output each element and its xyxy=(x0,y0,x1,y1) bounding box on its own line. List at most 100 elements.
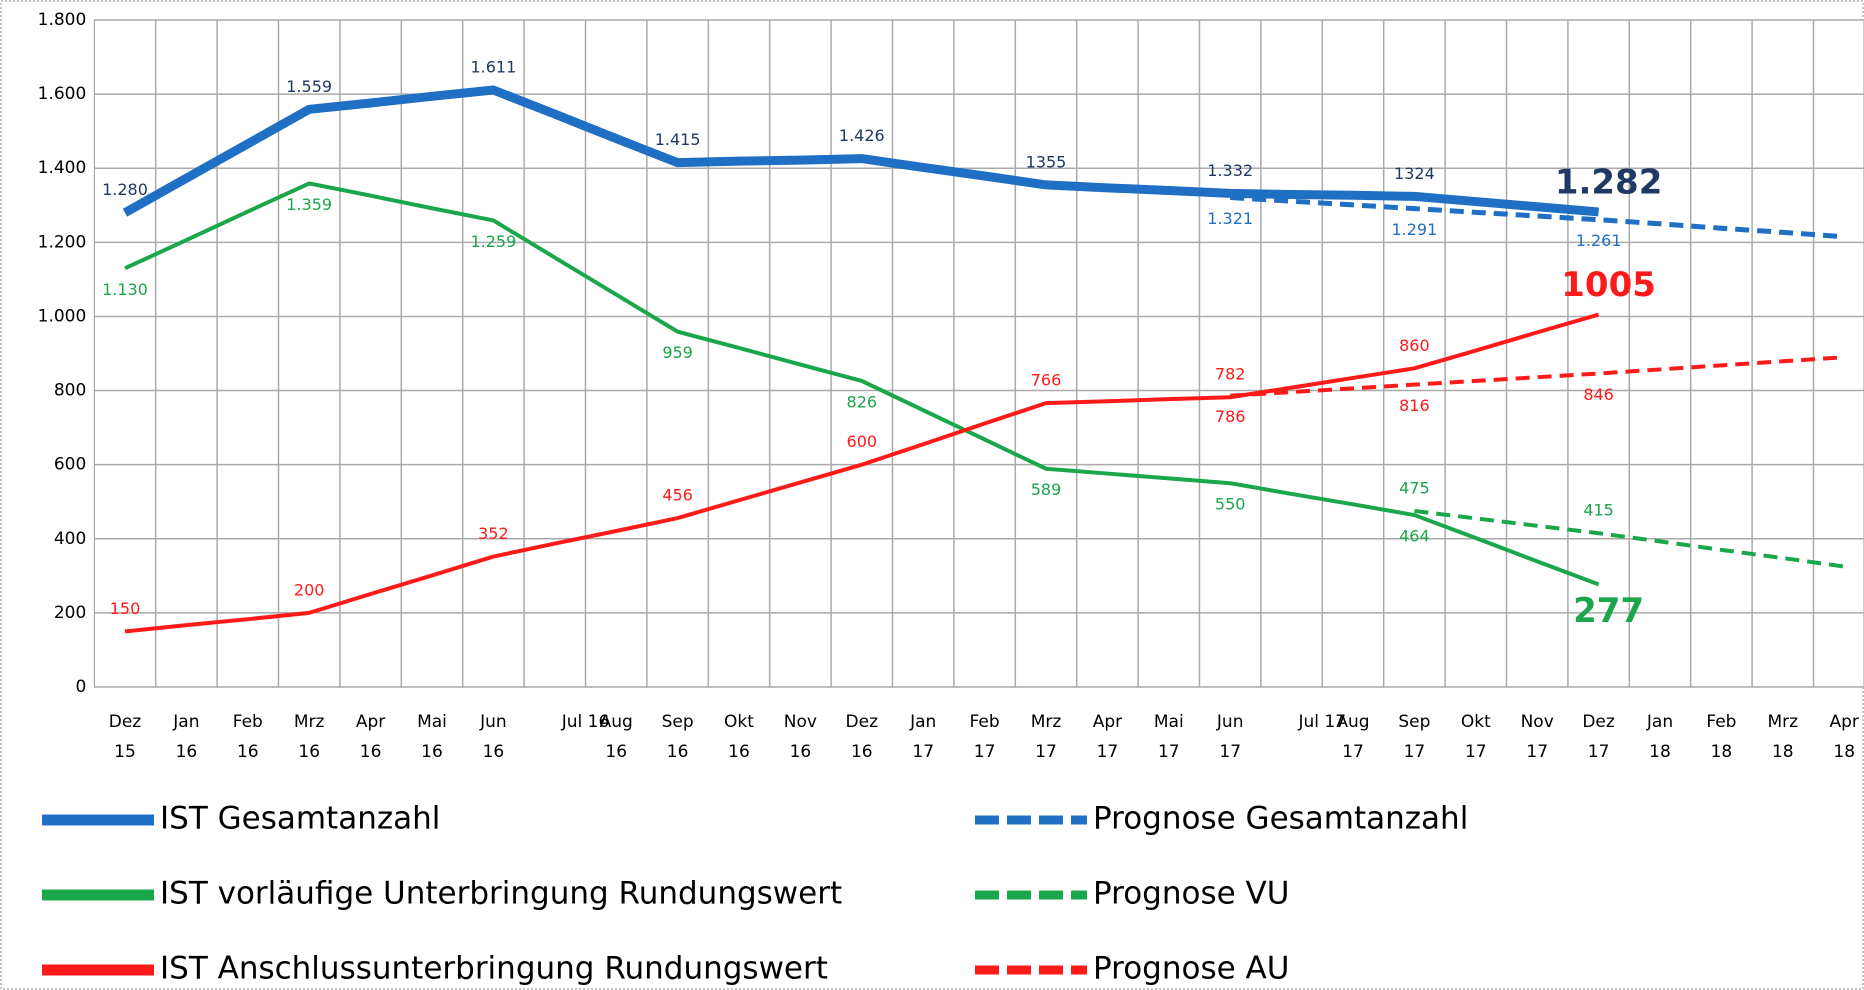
value-label: 1.415 xyxy=(655,130,701,149)
value-label: 150 xyxy=(110,599,141,618)
value-label: 826 xyxy=(847,392,878,411)
x-tick-label: 16 xyxy=(667,742,689,762)
x-tick-label: Sep xyxy=(1398,712,1430,732)
y-tick-label: 200 xyxy=(54,603,86,623)
x-tick-label: 16 xyxy=(483,742,505,762)
x-tick-label: Jul 17 xyxy=(1298,712,1347,732)
x-tick-label: 17 xyxy=(1097,742,1119,762)
value-label: 1.291 xyxy=(1391,220,1437,239)
value-label: 1.332 xyxy=(1207,161,1253,180)
x-tick-label: 16 xyxy=(851,742,873,762)
value-label: 1.280 xyxy=(102,180,148,199)
legend-label: IST Gesamtanzahl xyxy=(160,801,440,837)
x-tick-label: 16 xyxy=(421,742,443,762)
value-label: 589 xyxy=(1031,480,1062,499)
x-tick-label: 17 xyxy=(1342,742,1364,762)
x-tick-label: Dez xyxy=(846,712,879,732)
y-tick-label: 1.400 xyxy=(38,158,87,178)
value-label: 550 xyxy=(1215,495,1246,514)
x-tick-label: Apr xyxy=(356,712,385,732)
value-label: 1.611 xyxy=(470,58,516,77)
series-line xyxy=(124,181,1600,587)
plot-area xyxy=(93,19,1864,688)
value-label: 1.321 xyxy=(1207,209,1253,228)
x-tick-label: 17 xyxy=(912,742,934,762)
series-line xyxy=(1414,509,1845,569)
value-label: 1.282 xyxy=(1555,162,1663,202)
y-tick-label: 1.000 xyxy=(38,306,87,326)
value-label: 782 xyxy=(1215,365,1246,384)
x-tick-label: Okt xyxy=(1461,712,1491,732)
x-tick-label: Dez xyxy=(109,712,142,732)
x-tick-label: Dez xyxy=(1582,712,1615,732)
value-label: 1.359 xyxy=(286,195,332,214)
x-tick-label: Mrz xyxy=(1768,712,1799,732)
series-line xyxy=(124,312,1600,634)
legend-label: IST vorläufige Unterbringung Rundungswer… xyxy=(160,876,842,912)
x-tick-label: Jun xyxy=(1216,712,1244,732)
value-label: 1.426 xyxy=(839,126,885,145)
x-tick-label: 17 xyxy=(1035,742,1057,762)
x-tick-label: 18 xyxy=(1833,742,1855,762)
value-label: 415 xyxy=(1583,501,1614,520)
x-tick-label: Jan xyxy=(172,712,199,732)
x-tick-label: 17 xyxy=(1526,742,1548,762)
x-tick-label: Mrz xyxy=(294,712,325,732)
x-tick-label: Mrz xyxy=(1031,712,1062,732)
x-tick-label: Okt xyxy=(724,712,754,732)
x-tick-label: 18 xyxy=(1649,742,1671,762)
value-label: 1005 xyxy=(1561,265,1656,305)
x-tick-label: 16 xyxy=(176,742,198,762)
x-tick-label: Aug xyxy=(1336,712,1369,732)
x-tick-label: 16 xyxy=(298,742,320,762)
series-line xyxy=(1230,355,1845,398)
value-label: 1.130 xyxy=(102,280,148,299)
y-tick-label: 1.200 xyxy=(38,232,87,252)
value-label: 766 xyxy=(1031,371,1062,390)
x-tick-label: Mai xyxy=(417,712,447,732)
x-tick-label: 17 xyxy=(1158,742,1180,762)
x-tick-label: Nov xyxy=(784,712,817,732)
value-label: 846 xyxy=(1583,385,1614,404)
legend-label: Prognose Gesamtanzahl xyxy=(1093,801,1468,837)
x-tick-label: Jul 16 xyxy=(561,712,610,732)
legend-label: Prognose VU xyxy=(1093,876,1289,912)
x-tick-label: 16 xyxy=(237,742,259,762)
value-label: 456 xyxy=(662,486,693,505)
legend-label: IST Anschlussunterbringung Rundungswert xyxy=(160,951,828,987)
value-label: 1.259 xyxy=(470,232,516,251)
value-label: 1324 xyxy=(1394,164,1435,183)
x-tick-label: 17 xyxy=(974,742,996,762)
value-label: 816 xyxy=(1399,396,1430,415)
series-line xyxy=(1230,195,1845,240)
x-tick-label: Aug xyxy=(600,712,633,732)
x-tick-label: 17 xyxy=(1465,742,1487,762)
x-tick-label: 16 xyxy=(790,742,812,762)
y-tick-label: 400 xyxy=(54,529,86,549)
x-tick-label: 16 xyxy=(728,742,750,762)
x-tick-label: 17 xyxy=(1219,742,1241,762)
x-tick-label: Apr xyxy=(1829,712,1858,732)
x-tick-label: Feb xyxy=(970,712,1000,732)
x-tick-label: Jun xyxy=(479,712,507,732)
x-tick-label: 17 xyxy=(1588,742,1610,762)
x-tick-label: Jan xyxy=(1646,712,1673,732)
value-label: 277 xyxy=(1573,591,1644,631)
series-line xyxy=(122,85,1599,217)
x-tick-label: 18 xyxy=(1711,742,1733,762)
value-label: 1.261 xyxy=(1576,231,1622,250)
value-label: 200 xyxy=(294,580,325,599)
value-label: 600 xyxy=(847,432,878,451)
value-label: 1.559 xyxy=(286,77,332,96)
value-label: 786 xyxy=(1215,407,1246,426)
x-tick-label: Sep xyxy=(662,712,694,732)
x-tick-label: Feb xyxy=(1706,712,1736,732)
value-label: 475 xyxy=(1399,478,1430,497)
value-label: 959 xyxy=(662,343,693,362)
y-tick-label: 0 xyxy=(75,677,86,697)
y-tick-label: 600 xyxy=(54,455,86,475)
value-label: 860 xyxy=(1399,336,1430,355)
x-tick-label: Feb xyxy=(233,712,263,732)
value-label: 464 xyxy=(1399,527,1430,546)
